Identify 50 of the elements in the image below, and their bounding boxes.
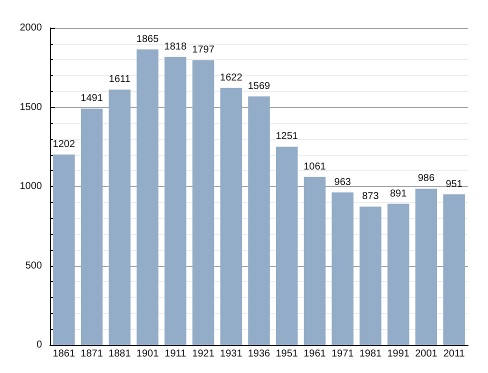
bar [136,49,158,345]
x-tick-label: 1901 [136,348,160,360]
x-tick-label: 2001 [415,348,438,360]
x-tick-label: 1931 [220,348,243,360]
data-label: 963 [334,176,352,188]
bar [192,60,214,345]
y-tick-label: 0 [36,340,42,350]
data-label: 1251 [276,131,298,142]
data-label: 1061 [304,161,326,172]
y-tick-label: 2000 [20,22,42,34]
x-tick-label: 1951 [276,348,298,360]
bar [387,204,410,345]
data-label: 1202 [52,138,76,150]
bar [164,56,186,345]
x-tick-label: 1961 [304,348,326,360]
bar [53,154,75,345]
y-tick-label: 500 [25,260,42,272]
x-tick-label: 1881 [108,348,132,360]
data-label: 1622 [220,72,243,84]
data-label: 891 [390,188,408,200]
y-tick-label: 1500 [20,102,42,113]
bar [332,192,354,345]
bar [108,90,131,345]
x-tick-label: 1871 [80,348,104,360]
bar [415,188,438,345]
x-tick-label: 1861 [52,348,76,360]
data-label: 1818 [164,41,187,52]
y-tick-label: 1000 [20,181,42,192]
x-tick-label: 1991 [387,348,410,360]
bar [276,146,298,345]
data-label: 951 [446,178,463,190]
bar [80,108,103,345]
data-label: 1611 [108,74,131,86]
bar [220,88,242,345]
data-label: 1797 [192,44,215,56]
x-tick-label: 1921 [192,348,215,360]
bar [304,176,326,345]
bar [443,194,465,345]
x-tick-label: 1981 [359,348,382,360]
data-label: 986 [418,173,435,184]
data-label: 1491 [80,93,104,104]
bar [360,206,382,345]
bar [248,96,270,345]
data-label: 1569 [248,80,271,92]
data-label: 873 [362,191,380,202]
x-tick-label: 1936 [248,348,271,360]
x-tick-label: 1971 [331,348,354,360]
x-tick-label: 2011 [443,348,466,360]
x-tick-label: 1911 [164,348,187,360]
data-label: 1865 [136,34,160,45]
